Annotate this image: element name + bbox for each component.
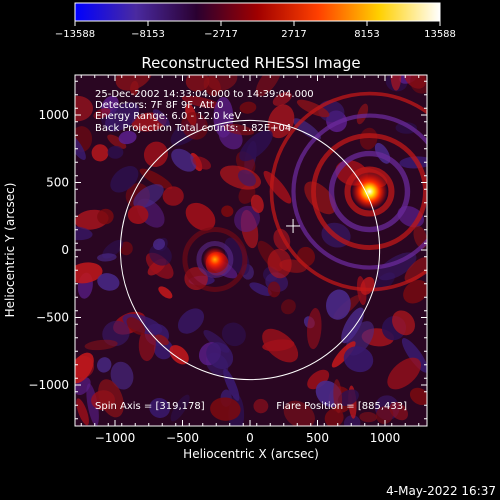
hot-source-glow xyxy=(351,173,388,210)
flare-position-text: Flare Position = [885,433] xyxy=(276,401,407,412)
spin-axis-marker xyxy=(286,218,301,233)
colorbar-tick-label: −2717 xyxy=(204,29,238,40)
spin-axis-text: Spin Axis = [319,178] xyxy=(95,401,205,412)
x-tick-label: −1000 xyxy=(95,431,136,445)
secondary-source-glow xyxy=(202,247,227,272)
y-tick-label: 0 xyxy=(61,243,69,257)
colorbar-tick-label: 13588 xyxy=(424,29,456,40)
energy-range-text: Energy Range: 6.0 - 12.0 keV xyxy=(95,111,241,122)
colorbar xyxy=(74,2,441,22)
x-axis: −1000 −500 0 500 1000 xyxy=(80,75,420,445)
detectors-text: Detectors: 7F 8F 9F, Att 0 xyxy=(95,100,223,111)
colorbar-tick-label: 8153 xyxy=(354,29,379,40)
plot-title: Reconstructed RHESSI Image xyxy=(141,54,360,72)
colorbar-tick-label: −13588 xyxy=(55,29,95,40)
y-tick-label: 1000 xyxy=(38,108,69,122)
y-axis-label: Heliocentric Y (arcsec) xyxy=(3,183,17,318)
colorbar-tick-label: −8153 xyxy=(131,29,165,40)
reconstruction-pattern xyxy=(75,75,427,426)
x-tick-label: 500 xyxy=(306,431,329,445)
source-rings xyxy=(182,91,427,292)
y-tick-label: −500 xyxy=(36,311,69,325)
x-tick-label: −500 xyxy=(166,431,199,445)
time-range-text: 25-Dec-2002 14:33:04.000 to 14:39:04.000 xyxy=(95,89,314,100)
colorbar-ticks: −13588 −8153 −2717 2717 8153 13588 xyxy=(55,21,456,40)
solar-limb xyxy=(119,119,381,381)
y-tick-label: −1000 xyxy=(28,378,69,392)
timestamp: 4-May-2022 16:37 xyxy=(386,484,496,498)
x-tick-label: 1000 xyxy=(370,431,401,445)
x-tick-label: 0 xyxy=(246,431,254,445)
method-counts-text: Back Projection Total counts: 1.82E+04 xyxy=(95,123,291,134)
y-axis: 1000 500 0 −500 −1000 xyxy=(28,80,427,420)
x-axis-label: Heliocentric X (arcsec) xyxy=(183,447,319,461)
image-area xyxy=(75,75,427,426)
y-tick-label: 500 xyxy=(46,176,69,190)
colorbar-tick-label: 2717 xyxy=(281,29,306,40)
